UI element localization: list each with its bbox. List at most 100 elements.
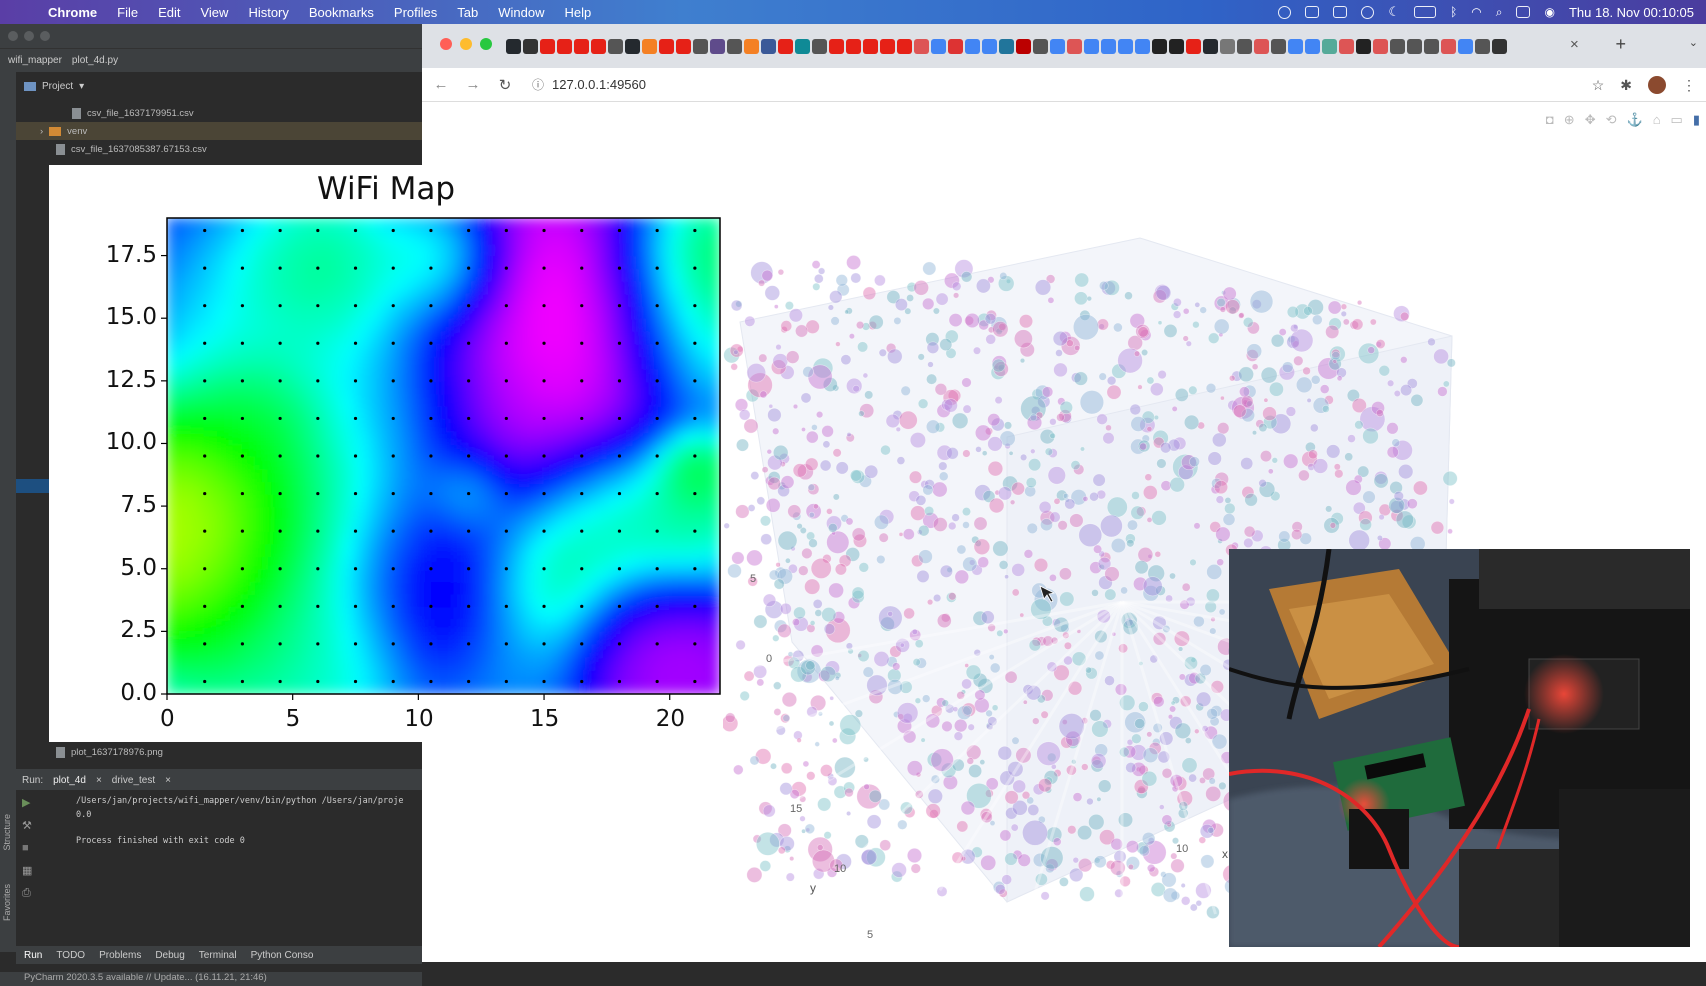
menu-view[interactable]: View	[200, 4, 229, 20]
browser-tab[interactable]	[948, 39, 963, 54]
wifi-icon[interactable]: ◠	[1471, 5, 1482, 19]
browser-tab[interactable]	[795, 39, 810, 54]
breadcrumb-file[interactable]: plot_4d.py	[71, 55, 119, 66]
browser-tab[interactable]	[863, 39, 878, 54]
close-window-button[interactable]	[8, 31, 18, 41]
address-bar[interactable]: ⓘ 127.0.0.1:49560	[532, 76, 646, 93]
window-manager-icon[interactable]	[1333, 6, 1348, 18]
zoom-icon[interactable]: ⊕	[1563, 112, 1575, 127]
browser-tab[interactable]	[1288, 39, 1303, 54]
orbit-rotation-icon[interactable]: ⟲	[1605, 112, 1617, 127]
close-window-button[interactable]	[440, 38, 452, 50]
browser-tab[interactable]	[1067, 39, 1082, 54]
browser-tab[interactable]	[557, 39, 572, 54]
browser-tab[interactable]	[1356, 39, 1371, 54]
browser-tab[interactable]	[846, 39, 861, 54]
browser-tab[interactable]	[1441, 39, 1456, 54]
breadcrumb-project[interactable]: wifi_mapper	[8, 55, 62, 66]
status-bar[interactable]: PyCharm 2020.3.5 available // Update... …	[0, 972, 422, 986]
console-output[interactable]: /Users/jan/projects/wifi_mapper/venv/bin…	[16, 790, 422, 848]
project-panel-header[interactable]: Project ▾	[18, 76, 422, 96]
menu-bookmarks[interactable]: Bookmarks	[308, 4, 374, 20]
close-icon[interactable]: ×	[165, 774, 171, 786]
menu-profiles[interactable]: Profiles	[393, 4, 438, 20]
browser-tab[interactable]	[897, 39, 912, 54]
browser-tab[interactable]	[1203, 39, 1218, 54]
browser-tab[interactable]	[1169, 39, 1184, 54]
control-center-icon[interactable]	[1516, 6, 1531, 18]
browser-tab[interactable]	[693, 39, 708, 54]
browser-tab[interactable]	[1458, 39, 1473, 54]
reset-camera-icon[interactable]: ▭	[1670, 112, 1683, 127]
browser-tab[interactable]	[1084, 39, 1099, 54]
browser-tab[interactable]	[829, 39, 844, 54]
record-icon[interactable]	[1278, 5, 1292, 19]
browser-tab[interactable]	[965, 39, 980, 54]
chevron-down-icon[interactable]: ▾	[79, 80, 85, 92]
menu-file[interactable]: File	[117, 4, 139, 20]
browser-tab[interactable]	[1407, 39, 1422, 54]
browser-tab[interactable]	[642, 39, 657, 54]
tab-terminal[interactable]: Terminal	[198, 949, 237, 961]
info-icon[interactable]: ⓘ	[532, 78, 545, 92]
battery-icon[interactable]	[1414, 6, 1437, 18]
browser-tab[interactable]	[1220, 39, 1235, 54]
browser-tab[interactable]	[1475, 39, 1490, 54]
browser-tab[interactable]	[1118, 39, 1133, 54]
minimize-window-button[interactable]	[24, 31, 34, 41]
print-icon[interactable]: ⎙	[22, 887, 31, 899]
menu-help[interactable]: Help	[564, 4, 592, 20]
browser-tab[interactable]	[761, 39, 776, 54]
browser-tab[interactable]	[931, 39, 946, 54]
browser-tab[interactable]	[1424, 39, 1439, 54]
browser-tab[interactable]	[999, 39, 1014, 54]
menubar-clock[interactable]: Thu 18. Nov 00:10:05	[1568, 4, 1694, 20]
browser-tab[interactable]	[914, 39, 929, 54]
close-icon[interactable]: ×	[95, 774, 102, 786]
plotly-logo-icon[interactable]: ▮	[1692, 112, 1700, 127]
camera-icon[interactable]: ◘	[1545, 112, 1554, 127]
tree-item-file[interactable]: csv_file_1637085387.67153.csv	[16, 140, 422, 158]
browser-tab[interactable]	[880, 39, 895, 54]
browser-tab[interactable]	[1254, 39, 1269, 54]
search-icon[interactable]: ⌕	[1495, 4, 1503, 19]
menu-tab[interactable]: Tab	[457, 4, 479, 20]
browser-tab[interactable]	[540, 39, 555, 54]
browser-tab[interactable]	[1305, 39, 1320, 54]
menu-window[interactable]: Window	[498, 4, 545, 20]
browser-tab[interactable]	[1322, 39, 1337, 54]
stop-icon[interactable]: ■	[22, 842, 29, 854]
browser-tab[interactable]	[982, 39, 997, 54]
browser-tab[interactable]	[625, 39, 640, 54]
browser-tab[interactable]	[1339, 39, 1354, 54]
browser-tab[interactable]	[1016, 39, 1031, 54]
browser-tab[interactable]	[1033, 39, 1048, 54]
layout-icon[interactable]: ▦	[22, 865, 33, 877]
browser-tab[interactable]	[727, 39, 742, 54]
menu-edit[interactable]: Edit	[158, 4, 181, 20]
tree-item-file[interactable]: plot_1637178976.png	[16, 743, 422, 761]
browser-tab[interactable]	[710, 39, 725, 54]
bookmark-star-icon[interactable]: ☆	[1591, 76, 1605, 93]
menu-app-chrome[interactable]: Chrome	[48, 4, 98, 20]
url-text[interactable]: 127.0.0.1:49560	[552, 77, 646, 92]
close-tab-icon[interactable]: ×	[1570, 36, 1579, 53]
browser-tab[interactable]	[676, 39, 691, 54]
browser-tab[interactable]	[608, 39, 623, 54]
wrench-icon[interactable]: ⚒	[22, 820, 32, 832]
siri-icon[interactable]: ◉	[1544, 5, 1555, 19]
chevron-down-icon[interactable]: ⌄	[1688, 37, 1698, 49]
tree-item-file[interactable]: csv_file_1637179951.csv	[16, 104, 422, 122]
browser-tab[interactable]	[659, 39, 674, 54]
tab-todo[interactable]: TODO	[56, 949, 86, 961]
browser-tab[interactable]	[1186, 39, 1201, 54]
run-tab-drive-test[interactable]: drive_test	[111, 774, 156, 786]
browser-tab[interactable]	[506, 39, 521, 54]
menu-history[interactable]: History	[248, 4, 289, 20]
pan-icon[interactable]: ✥	[1584, 112, 1596, 127]
tab-run[interactable]: Run	[24, 949, 43, 961]
tree-item-folder[interactable]: › venv	[16, 122, 422, 140]
browser-tab[interactable]	[1390, 39, 1405, 54]
browser-tab[interactable]	[1152, 39, 1167, 54]
browser-tab[interactable]	[1492, 39, 1507, 54]
